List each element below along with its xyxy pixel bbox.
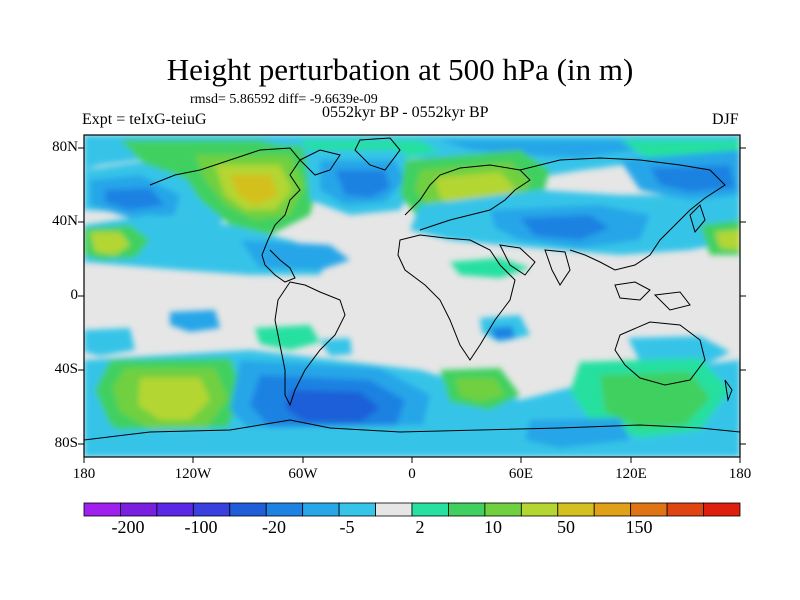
colorbar-label: -5 — [339, 517, 355, 537]
colorbar-swatch — [192, 502, 231, 517]
colorbar-swatch — [229, 502, 267, 517]
lon-label-180w: 180 — [72, 466, 96, 482]
plot-title: Height perturbation at 500 hPa (in m) — [166, 52, 634, 87]
colorbar-swatch — [630, 502, 668, 517]
contour-field — [84, 135, 740, 457]
lon-label-120w: 120W — [174, 466, 212, 482]
stats-line: rmsd= 5.86592 diff= -9.6639e-09 — [190, 92, 378, 107]
colorbar-swatch — [448, 502, 486, 517]
lat-label-0: 0 — [70, 287, 79, 303]
lon-label-0: 0 — [408, 466, 416, 482]
axis-ticks — [78, 147, 746, 463]
colorbar-swatch — [666, 502, 704, 517]
coastlines — [84, 137, 740, 441]
colorbar-swatch — [375, 502, 413, 517]
colorbar-label: 150 — [625, 517, 653, 537]
colorbar-swatch — [557, 502, 595, 517]
colorbar-swatch — [520, 502, 559, 517]
lon-label-60e: 60E — [508, 466, 534, 482]
season-label: DJF — [712, 111, 739, 128]
lat-label-80n: 80N — [52, 139, 78, 155]
colorbar-swatch — [703, 502, 741, 517]
colorbar-swatch — [302, 502, 340, 517]
colorbar-swatch — [83, 502, 121, 517]
lon-label-120e: 120E — [615, 466, 647, 482]
colorbar — [83, 502, 741, 517]
colorbar-swatch — [265, 502, 304, 517]
colorbar-label: -200 — [111, 517, 145, 537]
colorbar-swatch — [484, 502, 522, 517]
lat-label-40n: 40N — [52, 213, 78, 229]
colorbar-swatch — [338, 502, 376, 517]
colorbar-swatch — [156, 502, 194, 517]
lat-label-80s: 80S — [54, 435, 78, 451]
colorbar-swatch — [593, 502, 632, 517]
lon-label-180e: 180 — [728, 466, 752, 482]
colorbar-label: 50 — [557, 517, 575, 537]
period-label: 0552kyr BP - 0552kyr BP — [322, 104, 489, 121]
colorbar-swatch — [411, 502, 449, 517]
colorbar-label: -100 — [184, 517, 218, 537]
colorbar-label: 2 — [415, 517, 425, 537]
colorbar-swatch — [120, 502, 158, 517]
lon-label-60w: 60W — [288, 466, 318, 482]
colorbar-label: 10 — [484, 517, 502, 537]
lat-label-40s: 40S — [54, 361, 78, 377]
colorbar-label: -20 — [262, 517, 286, 537]
experiment-label: Expt = teIxG-teiuG — [82, 111, 207, 128]
